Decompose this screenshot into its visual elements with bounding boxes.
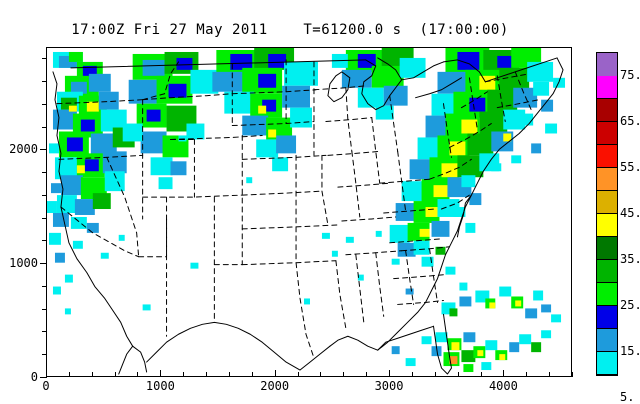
- x-tick-major: [160, 370, 161, 377]
- x-tick-minor: [183, 372, 184, 377]
- y-tick-major: [40, 263, 47, 264]
- x-tick-minor: [526, 372, 527, 377]
- colorbar-band-light-blue: [597, 329, 617, 352]
- colorbar-band-bright-red: [597, 145, 617, 168]
- plot-title: 17:00Z Fri 27 May 2011 T=61200.0 s (17:0…: [71, 22, 509, 38]
- x-tick-minor: [366, 372, 367, 377]
- x-tick-minor: [252, 372, 253, 377]
- y-tick-major: [40, 149, 47, 150]
- colorbar-band-green: [597, 260, 617, 283]
- x-tick-minor: [412, 372, 413, 377]
- x-axis-tick-label: 0: [42, 379, 50, 393]
- colorbar-band-cyan: [597, 352, 617, 375]
- x-axis-tick-label: 4000: [488, 379, 518, 393]
- colorbar-tick-label: 45.: [620, 206, 640, 220]
- y-axis-tick-label: 1000: [9, 256, 38, 271]
- x-tick-major: [46, 370, 47, 377]
- y-tick-major: [40, 377, 47, 378]
- colorbar-tick-label: 15.: [620, 344, 640, 358]
- florida-gulf-cells: [391, 286, 562, 373]
- colorbar-band-purple: [597, 53, 617, 76]
- colorbar-tick-label: 5.: [620, 390, 635, 404]
- colorbar-tick-label: 65.: [620, 114, 640, 128]
- y-tick-minor: [42, 309, 47, 310]
- colorbar-tick-label: 75.: [620, 68, 640, 82]
- colorbar-band-orange: [597, 168, 617, 191]
- x-axis-tick-label: 2000: [260, 379, 290, 393]
- x-tick-minor: [435, 372, 436, 377]
- x-tick-minor: [229, 372, 230, 377]
- colorbar-band-dark-red: [597, 99, 617, 122]
- x-axis-tick-label: 3000: [374, 379, 404, 393]
- colorbar-band-yellow: [597, 214, 617, 237]
- colorbar-band-magenta: [597, 76, 617, 99]
- y-axis-tick-label: 2000: [9, 142, 38, 157]
- upper-midwest-band: [212, 48, 318, 172]
- y-tick-minor: [42, 240, 47, 241]
- appalachian-band: [389, 48, 554, 267]
- y-tick-minor: [42, 354, 47, 355]
- precipitation-map: [47, 48, 571, 376]
- x-tick-minor: [458, 372, 459, 377]
- y-tick-minor: [42, 331, 47, 332]
- y-tick-minor: [42, 218, 47, 219]
- colorbar-band-bright-green: [597, 283, 617, 306]
- x-tick-major: [503, 370, 504, 377]
- colorbar-tick-label: 55.: [620, 160, 640, 174]
- y-tick-minor: [42, 286, 47, 287]
- colorbar-band-red: [597, 122, 617, 145]
- colorbar-band-dark-green: [597, 237, 617, 260]
- x-tick-minor: [69, 372, 70, 377]
- x-tick-minor: [343, 372, 344, 377]
- colorbar-band-gold: [597, 191, 617, 214]
- x-tick-major: [389, 370, 390, 377]
- y-tick-minor: [42, 195, 47, 196]
- map-boundaries: [52, 57, 564, 375]
- colorbar-tick-label: 25.: [620, 298, 640, 312]
- y-tick-minor: [42, 127, 47, 128]
- northern-rockies-cluster: [122, 51, 219, 190]
- x-tick-minor: [320, 372, 321, 377]
- southwest-speckle: [100, 234, 151, 311]
- plains-isolated-cells: [178, 135, 414, 305]
- y-axis-tick-label: 0: [30, 370, 38, 384]
- reflectivity-colorbar[interactable]: [596, 52, 618, 376]
- y-tick-minor: [42, 104, 47, 105]
- y-tick-minor: [42, 58, 47, 59]
- y-tick-minor: [42, 81, 47, 82]
- x-tick-minor: [137, 372, 138, 377]
- y-tick-minor: [42, 172, 47, 173]
- x-axis-tick-label: 1000: [145, 379, 175, 393]
- x-tick-minor: [549, 372, 550, 377]
- reflectivity-field: [47, 48, 566, 373]
- colorbar-tick-label: 35.: [620, 252, 640, 266]
- x-tick-minor: [115, 372, 116, 377]
- x-tick-minor: [572, 372, 573, 377]
- coastal-speckle: [47, 143, 71, 315]
- pnw-cluster: [48, 51, 135, 283]
- colorbar-band-blue: [597, 306, 617, 329]
- x-tick-minor: [92, 372, 93, 377]
- x-tick-minor: [298, 372, 299, 377]
- x-tick-minor: [481, 372, 482, 377]
- mid-atlantic-speckle: [445, 175, 482, 291]
- map-plot-area[interactable]: [46, 47, 572, 377]
- x-tick-minor: [206, 372, 207, 377]
- x-tick-major: [275, 370, 276, 377]
